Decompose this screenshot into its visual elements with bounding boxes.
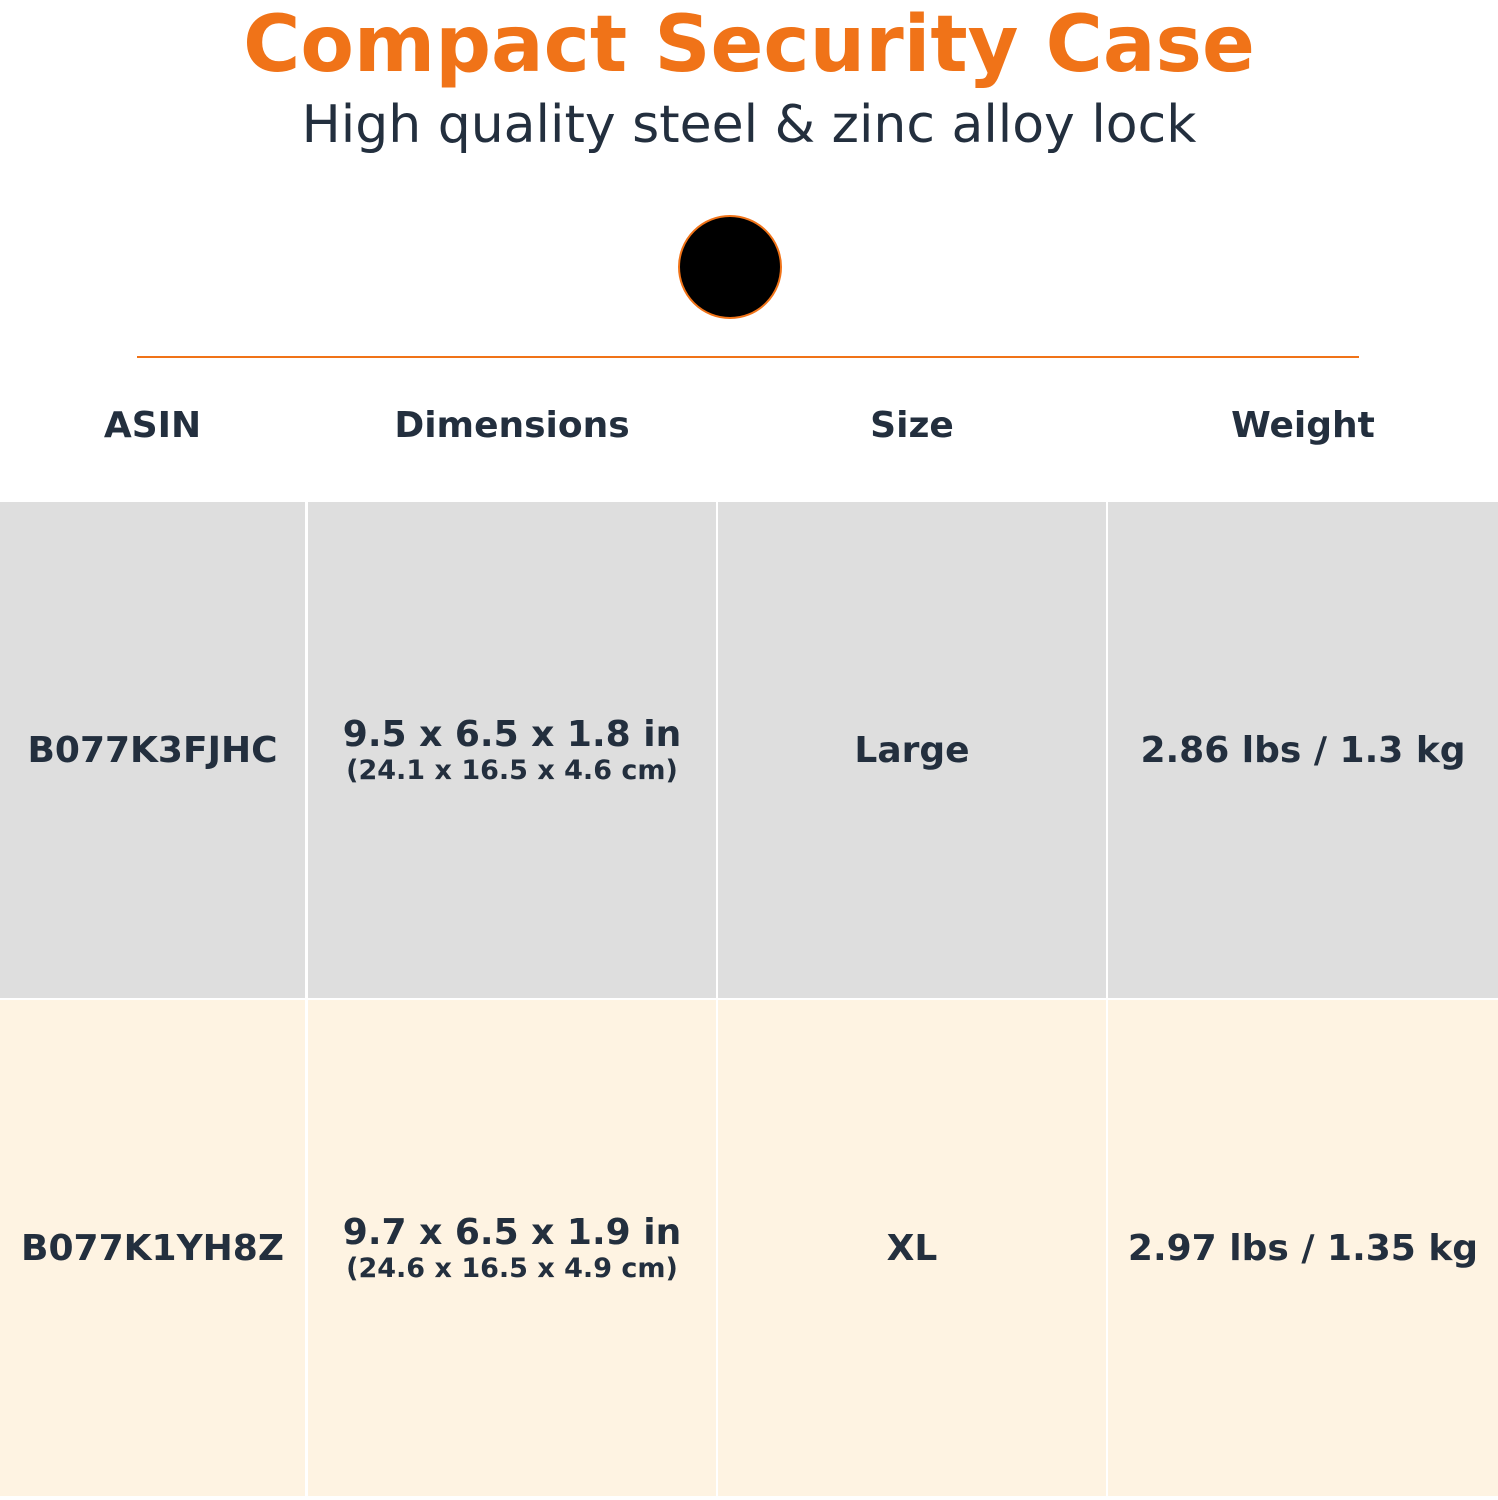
cell-text: 2.97 lbs / 1.35 kg	[1127, 1227, 1479, 1269]
cell-text: B077K3FJHC	[27, 729, 278, 771]
table-cell: B077K3FJHC	[0, 502, 305, 998]
column-header: Dimensions	[394, 405, 630, 446]
cell-text: 9.7 x 6.5 x 1.9 in	[342, 1212, 682, 1253]
subtitle: High quality steel & zinc alloy lock	[301, 95, 1197, 155]
column-header: Size	[870, 405, 954, 446]
cell-text: 9.5 x 6.5 x 1.8 in	[342, 714, 682, 755]
column-header: Weight	[1231, 405, 1375, 446]
cell-text: Large	[854, 729, 970, 771]
table-cell: XL	[718, 1000, 1106, 1496]
cell-text: B077K1YH8Z	[21, 1227, 284, 1269]
cell-text: 2.86 lbs / 1.3 kg	[1140, 729, 1466, 771]
table-cell: Large	[718, 502, 1106, 998]
cell-text: XL	[886, 1227, 938, 1269]
table-cell: 2.97 lbs / 1.35 kg	[1108, 1000, 1498, 1496]
divider	[137, 356, 1359, 358]
cell-subtext: (24.1 x 16.5 x 4.6 cm)	[346, 755, 678, 786]
table-cell: 2.86 lbs / 1.3 kg	[1108, 502, 1498, 998]
table-cell: 9.7 x 6.5 x 1.9 in (24.6 x 16.5 x 4.9 cm)	[308, 1000, 716, 1496]
title: Compact Security Case	[243, 0, 1255, 90]
table-cell: B077K1YH8Z	[0, 1000, 305, 1496]
cell-subtext: (24.6 x 16.5 x 4.9 cm)	[346, 1253, 678, 1284]
table-cell: 9.5 x 6.5 x 1.8 in (24.1 x 16.5 x 4.6 cm)	[308, 502, 716, 998]
column-header: ASIN	[103, 405, 202, 446]
icon	[678, 215, 782, 319]
